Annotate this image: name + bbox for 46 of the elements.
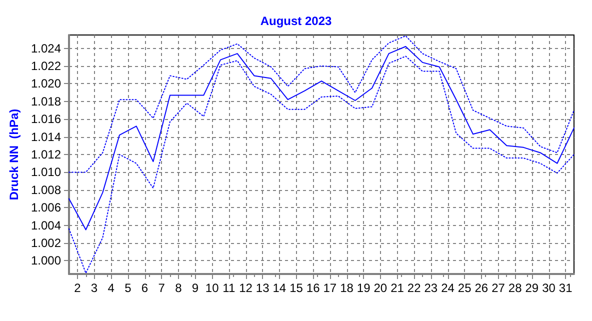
- y-tick-label: 1.018: [30, 94, 62, 108]
- y-tick-label: 1.000: [30, 254, 62, 268]
- y-tick-label: 1.020: [30, 76, 62, 91]
- x-tick-label: 24: [441, 281, 455, 295]
- x-tick-label: 7: [158, 281, 166, 295]
- y-tick-label: 1.002: [30, 236, 62, 250]
- x-tick-label: 16: [306, 281, 320, 295]
- x-tick-label: 3: [90, 281, 98, 295]
- x-tick-label: 18: [340, 281, 354, 295]
- x-tick-label: 25: [458, 281, 472, 295]
- x-tick-label: 14: [272, 281, 286, 295]
- x-tick-label: 29: [525, 281, 539, 295]
- y-tick-label: 1.022: [30, 58, 62, 73]
- x-tick-label: 11: [222, 281, 236, 295]
- x-tick-label: 9: [192, 281, 199, 295]
- y-tick-label: 1.006: [30, 200, 62, 215]
- y-tick-label: 1.012: [30, 148, 62, 162]
- x-tick-label: 5: [124, 281, 132, 295]
- x-tick-label: 13: [256, 281, 270, 295]
- x-tick-label: 10: [205, 281, 220, 295]
- x-tick-label: 8: [175, 281, 182, 295]
- y-tick-label: 1.008: [30, 182, 62, 197]
- line-series: [68, 35, 574, 173]
- y-tick-label: 1.024: [30, 41, 62, 56]
- x-tick-label: 21: [390, 281, 404, 295]
- x-tick-label: 22: [407, 281, 422, 295]
- x-tick-label: 26: [474, 281, 488, 295]
- x-tick-label: 31: [558, 281, 573, 295]
- x-tick-label: 20: [374, 281, 388, 295]
- y-tick-label: 1.014: [30, 130, 62, 144]
- x-tick-label: 17: [323, 281, 337, 295]
- x-tick-label: 27: [492, 281, 506, 295]
- x-tick-label: 23: [424, 281, 438, 295]
- x-tick-label: 12: [239, 281, 253, 295]
- y-axis-title: Druck NN (hPa): [7, 108, 22, 200]
- x-tick-label: 6: [141, 281, 148, 295]
- x-tick-label: 28: [508, 281, 522, 295]
- chart-title: August 2023: [260, 14, 332, 28]
- x-tick-label: 19: [356, 281, 371, 295]
- x-tick-label: 15: [290, 281, 304, 295]
- x-tick-label: 30: [542, 281, 556, 295]
- x-tick-label: 2: [74, 281, 82, 295]
- y-tick-label: 1.004: [30, 218, 62, 232]
- x-tick-label: 4: [108, 281, 115, 295]
- y-tick-label: 1.016: [30, 112, 62, 126]
- y-tick-label: 1.010: [30, 165, 62, 180]
